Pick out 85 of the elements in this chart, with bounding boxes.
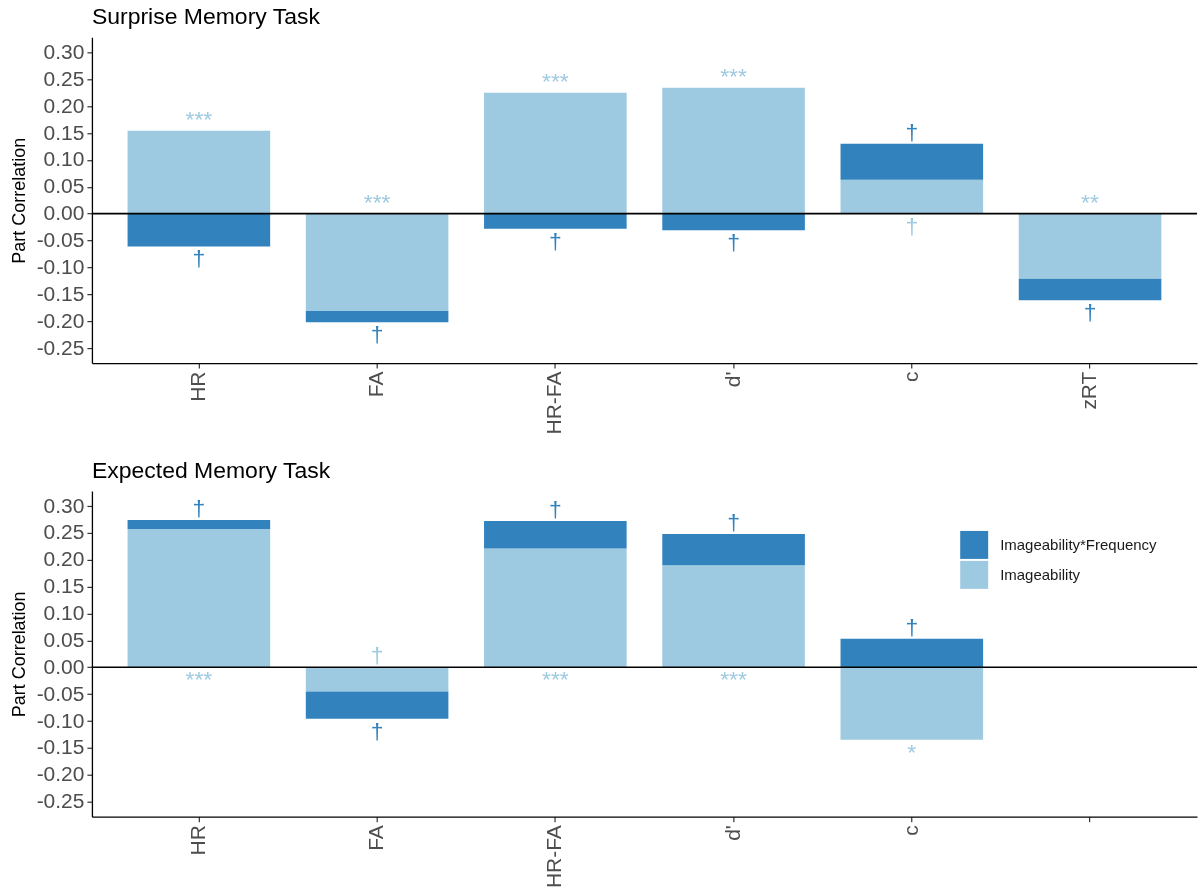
data-label: † (192, 245, 206, 272)
bar (127, 519, 271, 530)
data-label: *** (185, 666, 213, 693)
y-tick-label: 0.20 (43, 93, 85, 117)
chart-title: Surprise Memory Task (91, 3, 321, 30)
bar (305, 667, 449, 692)
y-tick-label: -0.25 (36, 335, 85, 359)
legend-label: Imageability*Frequency (1000, 535, 1158, 553)
bar (662, 87, 805, 214)
x-tick-label: FA (364, 371, 388, 398)
y-tick-label: 0.00 (43, 654, 85, 678)
legend-label: Imageability (1000, 565, 1081, 583)
data-label: *** (720, 666, 748, 693)
data-label: † (905, 613, 919, 640)
y-tick-label: -0.15 (36, 281, 85, 305)
data-label: † (548, 496, 562, 523)
data-label: † (905, 118, 919, 145)
y-tick-label: 0.30 (43, 493, 85, 517)
bar (127, 529, 271, 668)
x-tick-label: FA (364, 825, 388, 851)
bar (484, 548, 627, 668)
data-label: ** (1081, 188, 1100, 215)
data-label: * (907, 738, 917, 765)
bar (305, 310, 449, 323)
x-tick-label: HR (185, 371, 209, 402)
bar (662, 565, 805, 668)
y-tick-label: 0.25 (43, 66, 85, 90)
x-tick-label: HR-FA (542, 371, 566, 435)
data-label: *** (185, 105, 213, 132)
bar (1018, 213, 1162, 279)
bar (840, 179, 984, 214)
data-label: † (370, 717, 384, 744)
bar (127, 130, 271, 214)
data-label: *** (363, 188, 391, 215)
bar (1018, 278, 1162, 301)
y-tick-label: 0.15 (43, 120, 85, 144)
y-tick-label: 0.00 (43, 201, 85, 225)
y-tick-label: 0.05 (43, 174, 85, 198)
bar (127, 213, 271, 247)
y-tick-label: -0.10 (36, 708, 85, 732)
y-tick-label: 0.10 (43, 147, 85, 171)
x-tick-label: d' (720, 825, 744, 841)
data-label: † (192, 494, 206, 521)
y-tick-label: -0.05 (36, 228, 85, 252)
y-tick-label: -0.20 (36, 308, 85, 332)
x-tick-label: c (898, 371, 922, 383)
x-tick-label: HR-FA (542, 825, 566, 889)
data-label: † (548, 227, 562, 254)
y-tick-label: -0.25 (36, 789, 85, 813)
data-label: *** (541, 67, 569, 94)
y-tick-label: 0.20 (43, 547, 85, 571)
bar (662, 533, 805, 566)
y-tick-label: -0.20 (36, 762, 85, 786)
data-label: † (905, 212, 919, 239)
data-label: † (727, 229, 740, 256)
y-tick-label: 0.25 (43, 520, 85, 544)
y-tick-label: -0.05 (36, 681, 85, 705)
bar (484, 213, 627, 229)
y-tick-label: 0.05 (43, 627, 85, 651)
y-tick-label: -0.15 (36, 735, 85, 759)
bar (484, 92, 627, 214)
data-label: † (1083, 299, 1097, 326)
bar (840, 143, 984, 180)
data-label: *** (720, 62, 748, 89)
data-label: † (727, 508, 740, 535)
x-tick-label: d' (720, 371, 744, 388)
y-axis-title: Part Correlation (8, 591, 29, 718)
y-tick-label: -0.10 (36, 254, 85, 278)
y-tick-label: 0.10 (43, 601, 85, 625)
y-tick-label: 0.15 (43, 574, 85, 598)
y-axis-title: Part Correlation (8, 137, 29, 264)
bar (662, 213, 805, 231)
bar (484, 521, 627, 549)
bar (840, 667, 984, 740)
bar (840, 638, 984, 668)
x-tick-label: zRT (1077, 371, 1101, 410)
x-tick-label: HR (185, 825, 209, 856)
data-label: *** (541, 666, 569, 693)
data-label: † (370, 321, 384, 348)
chart-title: Expected Memory Task (91, 456, 331, 483)
bar (305, 213, 449, 311)
bar (305, 691, 449, 719)
y-tick-label: 0.30 (43, 39, 85, 63)
data-label: † (370, 642, 384, 669)
x-tick-label: c (898, 825, 922, 836)
